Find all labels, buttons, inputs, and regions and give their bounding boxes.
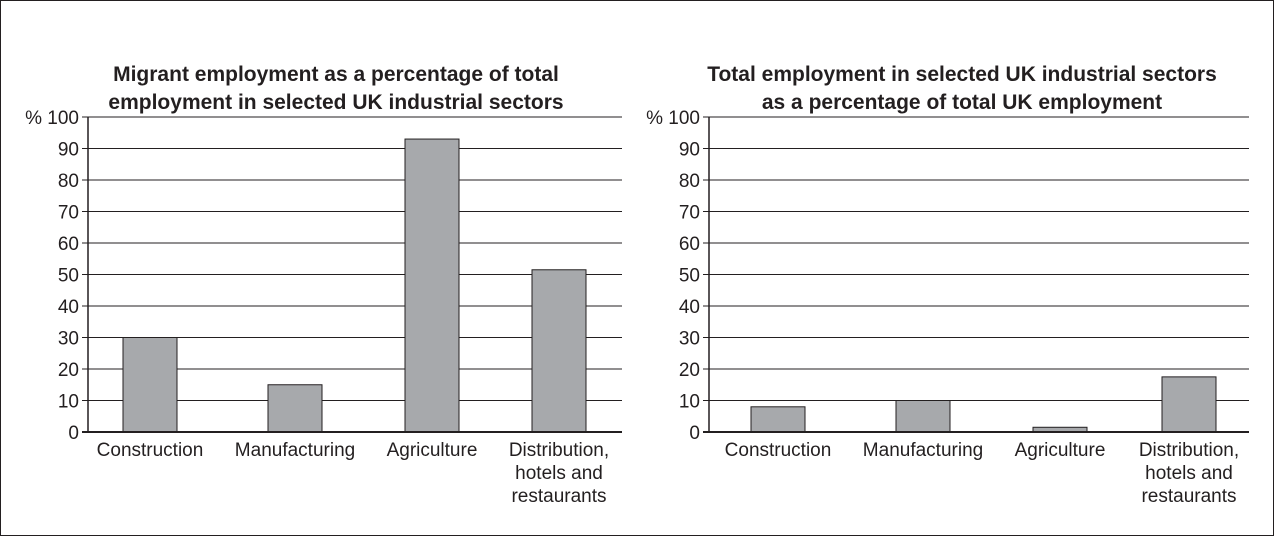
y-tick-label: 30 bbox=[679, 329, 700, 350]
y-tick-label: 50 bbox=[679, 266, 700, 287]
category-label: restaurants bbox=[1141, 486, 1236, 507]
y-tick-label: 30 bbox=[58, 329, 79, 350]
y-tick-label: 0 bbox=[68, 423, 79, 444]
chart-1: Migrant employment as a percentage of to… bbox=[25, 63, 622, 507]
bar bbox=[404, 138, 460, 433]
bar bbox=[531, 269, 587, 433]
y-tick-label: 20 bbox=[58, 360, 79, 381]
bar bbox=[1161, 376, 1217, 433]
y-tick-label: 40 bbox=[58, 297, 79, 318]
y-tick-label: 70 bbox=[679, 203, 700, 224]
y-tick-label: 100 bbox=[47, 108, 79, 129]
category-label: Distribution, bbox=[1139, 440, 1239, 461]
category-label: Agriculture bbox=[1015, 440, 1106, 461]
category-label: hotels and bbox=[1145, 463, 1233, 484]
y-tick-label: 20 bbox=[679, 360, 700, 381]
chart-2: Total employment in selected UK industri… bbox=[646, 63, 1249, 507]
y-tick-label: 60 bbox=[679, 234, 700, 255]
y-unit-label: % bbox=[25, 108, 42, 129]
y-tick-label: 80 bbox=[679, 171, 700, 192]
y-tick-label: 90 bbox=[58, 140, 79, 161]
chart-title-line: Migrant employment as a percentage of to… bbox=[113, 63, 559, 86]
category-label: Construction bbox=[725, 440, 832, 461]
bar bbox=[267, 384, 323, 433]
y-tick-label: 0 bbox=[689, 423, 700, 444]
category-label: Manufacturing bbox=[235, 440, 355, 461]
y-tick-label: 10 bbox=[679, 392, 700, 413]
y-tick-label: 40 bbox=[679, 297, 700, 318]
y-tick-label: 80 bbox=[58, 171, 79, 192]
category-label: Construction bbox=[97, 440, 204, 461]
y-tick-label: 10 bbox=[58, 392, 79, 413]
category-label: Distribution, bbox=[509, 440, 609, 461]
y-tick-label: 50 bbox=[58, 266, 79, 287]
category-label: Manufacturing bbox=[863, 440, 983, 461]
y-tick-label: 90 bbox=[679, 140, 700, 161]
category-label: hotels and bbox=[515, 463, 603, 484]
y-tick-label: 100 bbox=[668, 108, 700, 129]
bar bbox=[895, 400, 951, 433]
category-label: Agriculture bbox=[387, 440, 478, 461]
chart-title-line: Total employment in selected UK industri… bbox=[707, 63, 1217, 86]
bar bbox=[750, 406, 806, 433]
category-label: restaurants bbox=[511, 486, 606, 507]
y-tick-label: 70 bbox=[58, 203, 79, 224]
chart-title-line: employment in selected UK industrial sec… bbox=[108, 91, 563, 114]
bar bbox=[122, 337, 178, 433]
chart-title-line: as a percentage of total UK employment bbox=[762, 91, 1162, 114]
y-unit-label: % bbox=[646, 108, 663, 129]
y-tick-label: 60 bbox=[58, 234, 79, 255]
